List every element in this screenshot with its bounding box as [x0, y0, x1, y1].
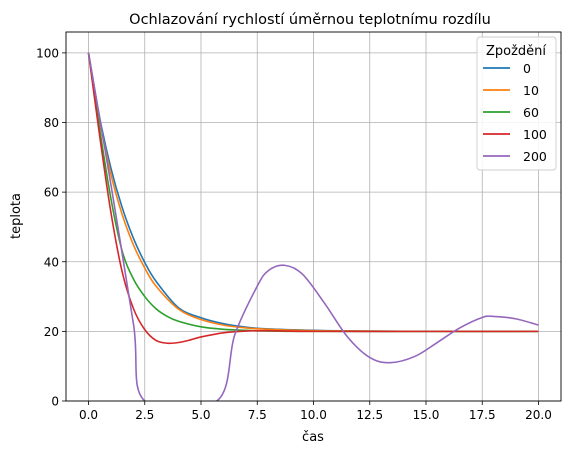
series-line-200 — [87, 52, 539, 401]
y-tick-label: 40 — [44, 255, 59, 269]
legend-label: 10 — [523, 83, 539, 98]
x-tick-label: 7.5 — [248, 408, 267, 422]
legend-label: 200 — [523, 149, 547, 164]
y-tick-label: 80 — [44, 116, 59, 130]
x-tick-label: 20.0 — [525, 408, 552, 422]
x-tick-label: 0.0 — [79, 408, 98, 422]
x-axis: 0.0 2.5 5.0 7.5 10.0 12.5 15.0 17.5 20.0 — [79, 401, 552, 422]
y-axis-label: teplota — [9, 193, 24, 239]
series-lines — [87, 52, 539, 401]
series-line-100 — [87, 52, 539, 345]
y-tick-label: 0 — [51, 395, 59, 409]
x-tick-label: 15.0 — [413, 408, 440, 422]
x-tick-label: 2.5 — [135, 408, 154, 422]
x-axis-label: čas — [302, 430, 324, 445]
legend-box — [476, 36, 557, 171]
x-tick-label: 17.5 — [469, 408, 496, 422]
legend-label: 0 — [523, 61, 531, 76]
legend-label: 100 — [523, 127, 547, 142]
y-tick-label: 60 — [44, 186, 59, 200]
y-tick-label: 100 — [36, 46, 59, 60]
legend-label: 60 — [523, 105, 539, 120]
legend: Zpoždění 0 10 60 100 200 — [476, 36, 557, 171]
x-tick-label: 5.0 — [191, 408, 210, 422]
y-tick-label: 20 — [44, 325, 59, 339]
y-axis: 0 20 40 60 80 100 — [36, 46, 66, 409]
chart-title: Ochlazování rychlostí úměrnou teplotnímu… — [129, 12, 491, 28]
x-tick-label: 12.5 — [356, 408, 383, 422]
legend-title: Zpoždění — [486, 44, 546, 59]
x-tick-label: 10.0 — [300, 408, 327, 422]
